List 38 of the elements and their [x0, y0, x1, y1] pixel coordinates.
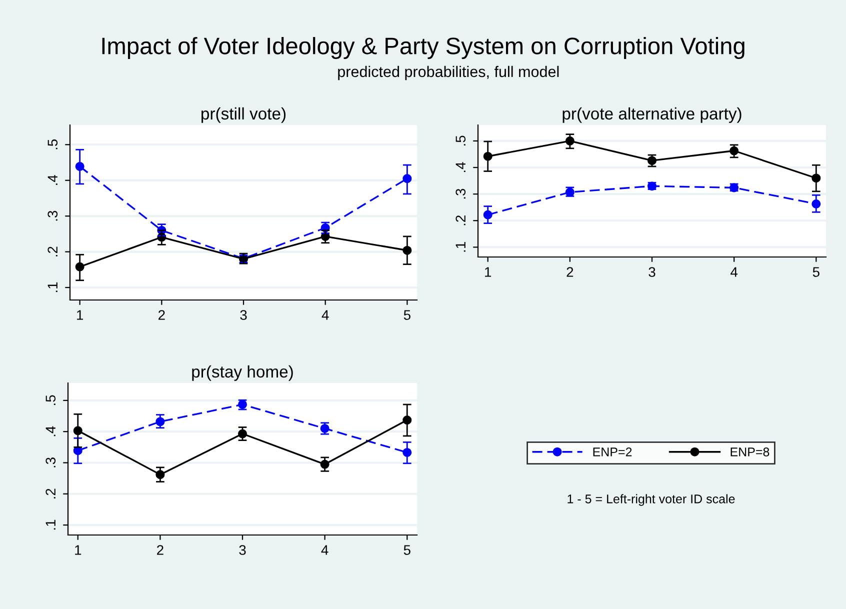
chart-title: pr(vote alternative party): [562, 107, 742, 123]
x-tick-label: 4: [322, 310, 329, 320]
x-tick-label: 3: [239, 545, 246, 555]
text: Impact of Voter Ideology & Party System on Corruption Voting: [102, 36, 744, 60]
legend-label: ENP=8: [730, 448, 770, 456]
x-tick-label: 2: [158, 310, 165, 320]
x-tick-label: 3: [240, 310, 247, 320]
y-tick-label: .5: [48, 139, 58, 150]
y-tick-label: .2: [46, 488, 56, 498]
y-tick-label: .3: [46, 458, 56, 468]
y-tick-label: .4: [456, 162, 466, 172]
y-tick-label: .4: [48, 174, 58, 185]
legend-label: ENP=2: [593, 448, 632, 456]
x-tick-label: 1: [75, 545, 82, 555]
y-tick-label: .3: [456, 188, 466, 199]
x-tick-label: 5: [404, 310, 410, 320]
text: predicted probabilities, full model: [338, 66, 559, 80]
y-tick-label: .5: [456, 136, 466, 146]
y-tick-label: .1: [48, 282, 58, 292]
x-tick-label: 5: [812, 267, 820, 277]
text: 1 - 5 = Left-right voter ID scale: [568, 494, 735, 506]
x-tick-label: 4: [321, 545, 328, 555]
y-tick-label: .3: [48, 210, 58, 221]
x-tick-label: 5: [404, 545, 410, 555]
y-tick-label: .1: [46, 520, 56, 530]
x-tick-label: 3: [648, 267, 656, 277]
x-tick-label: 1: [485, 267, 492, 277]
y-tick-label: .2: [48, 246, 58, 256]
chart-title: pr(still vote): [202, 107, 286, 123]
chart-title: pr(stay home): [192, 365, 293, 381]
x-tick-label: 2: [157, 545, 164, 555]
x-tick-label: 2: [566, 267, 574, 277]
y-tick-label: .4: [46, 426, 56, 436]
y-tick-label: .5: [46, 395, 56, 405]
x-tick-label: 1: [77, 310, 84, 320]
y-tick-label: .2: [456, 216, 466, 226]
y-tick-label: .1: [456, 242, 466, 252]
x-tick-label: 4: [730, 267, 738, 277]
